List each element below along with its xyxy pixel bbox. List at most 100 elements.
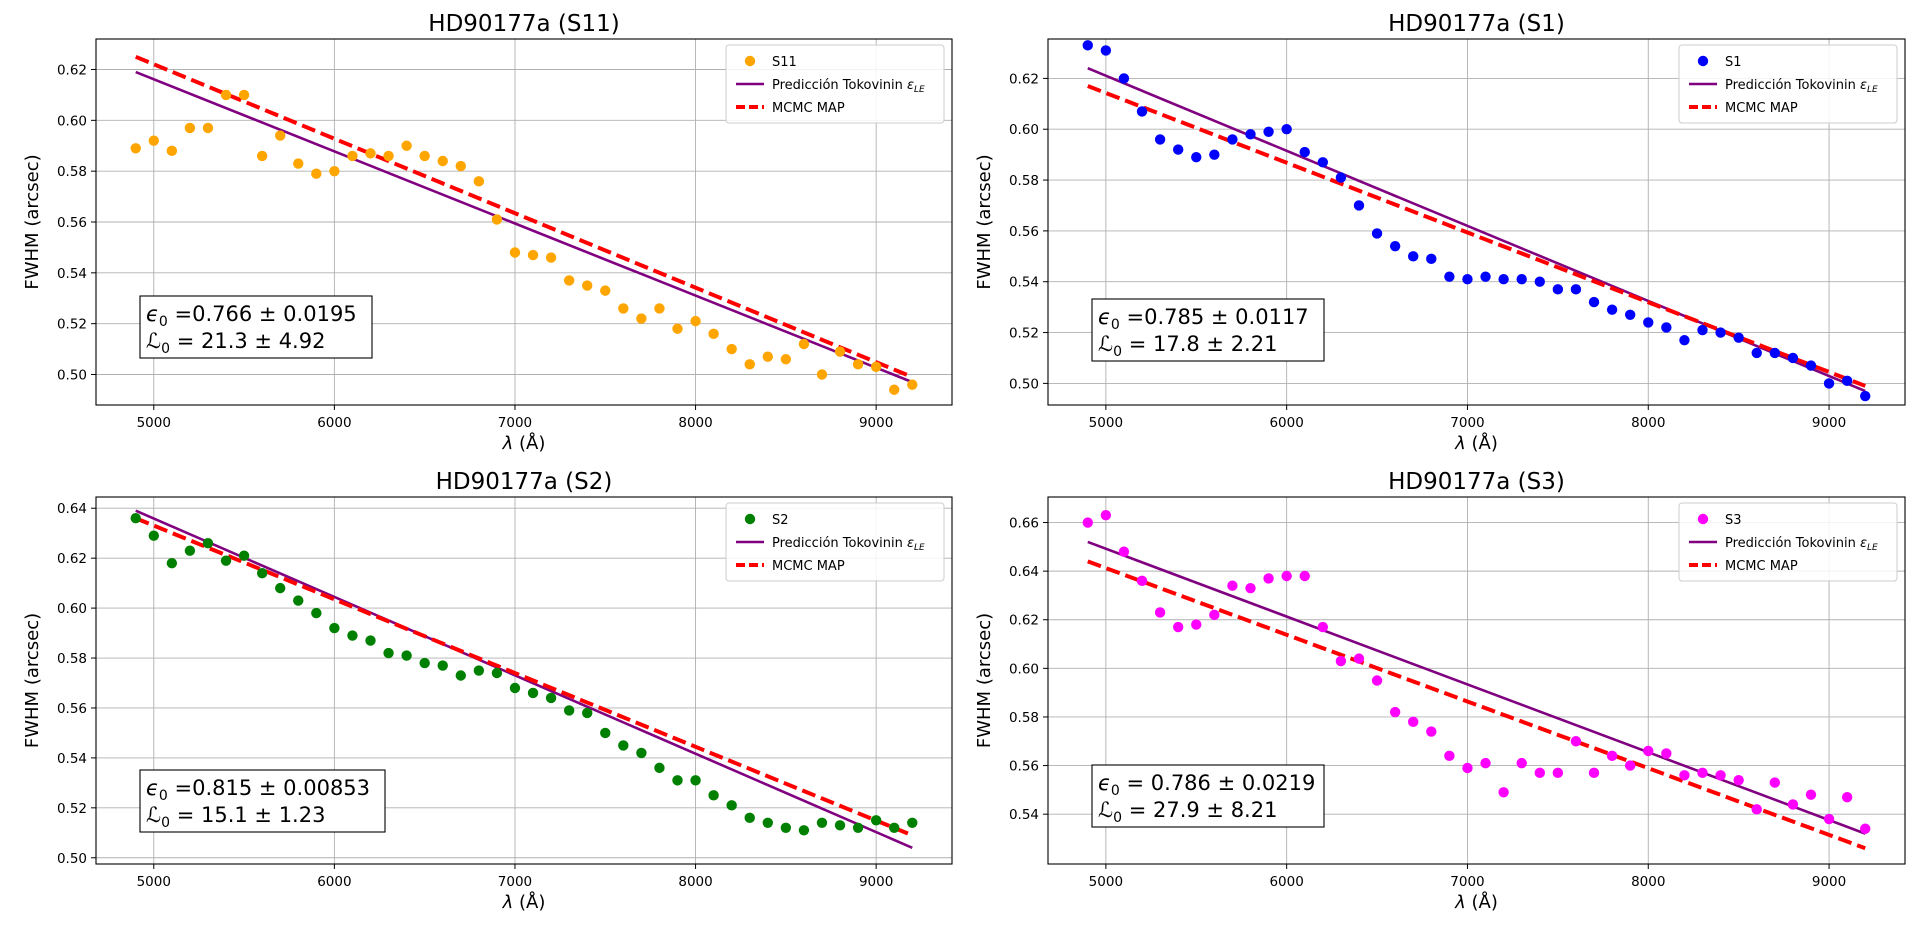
data-point [1534, 276, 1545, 287]
x-tick-label: 9000 [859, 415, 893, 431]
x-axis-label: λ (Å) [502, 432, 546, 454]
data-point [1480, 757, 1491, 769]
data-point [1733, 332, 1744, 343]
data-point [1498, 787, 1509, 798]
data-point [1787, 352, 1799, 364]
y-tick-label: 0.64 [1009, 564, 1039, 580]
annotation-outer-scale: ℒ0 = 27.9 ± 8.21 [1098, 798, 1277, 826]
y-tick-label: 0.50 [57, 851, 87, 867]
data-point [1299, 570, 1310, 582]
legend-label-model: Predicción Tokovinin εLE [772, 78, 925, 95]
data-point [329, 165, 340, 177]
data-point [148, 135, 159, 146]
data-point [166, 557, 178, 569]
data-point [582, 280, 593, 291]
data-point [220, 555, 232, 566]
data-point [744, 359, 755, 370]
data-point [708, 790, 719, 801]
data-point [1317, 157, 1329, 168]
legend-marker-points [744, 55, 756, 67]
y-tick-label: 0.60 [1009, 661, 1039, 677]
annotation-epsilon: ϵ0 =0.766 ± 0.0195 [146, 302, 357, 330]
data-point [1444, 271, 1455, 282]
x-tick-label: 5000 [137, 415, 171, 431]
data-point [744, 812, 755, 824]
legend: S11 Predicción Tokovinin εLE MCMC MAP [725, 44, 945, 124]
data-point [148, 530, 159, 541]
data-point [202, 122, 214, 134]
legend-label-mcmc: MCMC MAP [1725, 559, 1798, 574]
data-point [654, 762, 665, 774]
y-tick-label: 0.58 [1009, 710, 1039, 726]
data-point [1841, 791, 1853, 803]
data-point [816, 817, 828, 829]
data-point [1480, 271, 1491, 282]
data-point [798, 825, 810, 836]
data-point [437, 155, 448, 167]
chart-panel-1: 5000 6000 7000 8000 9000 0.50 0.52 0.54 0.56 0.58… [22, 11, 953, 454]
y-tick-label: 0.50 [1009, 376, 1039, 392]
y-tick-label: 0.54 [1009, 275, 1039, 291]
data-point [347, 630, 358, 641]
data-point [202, 537, 214, 549]
data-point [527, 687, 539, 699]
y-tick-label: 0.62 [57, 63, 87, 79]
data-point [1516, 757, 1527, 769]
annotation-box [1091, 298, 1325, 362]
x-tick-label: 7000 [1450, 415, 1484, 431]
data-point [383, 647, 394, 659]
annotation-epsilon: ϵ0 =0.785 ± 0.0117 [1098, 305, 1309, 333]
legend-label-points: S3 [1725, 513, 1742, 528]
data-point [1715, 770, 1726, 781]
y-tick-label: 0.58 [57, 651, 87, 667]
data-point [1191, 151, 1202, 163]
y-tick-label: 0.58 [57, 164, 87, 180]
data-point [238, 89, 250, 101]
legend-box [725, 44, 945, 124]
data-point [527, 249, 539, 261]
x-tick-label: 7000 [1450, 874, 1484, 890]
x-tick-label: 7000 [498, 415, 532, 431]
data-point [1570, 284, 1582, 295]
chart-title: HD90177a (S2) [436, 469, 613, 495]
data-point [184, 545, 196, 556]
y-tick-label: 0.62 [1009, 71, 1039, 87]
x-tick-label: 6000 [317, 874, 351, 890]
data-point [473, 665, 485, 676]
data-point [1534, 767, 1545, 779]
legend-marker-points [1697, 513, 1709, 525]
x-tick-label: 8000 [678, 415, 712, 431]
data-point [1118, 546, 1130, 557]
legend-label-points: S2 [772, 513, 789, 528]
legend-label-mcmc: MCMC MAP [772, 559, 845, 574]
tokovinin-prediction-line [135, 70, 913, 384]
data-point [275, 582, 286, 594]
data-point [1408, 251, 1419, 262]
data-point [1823, 813, 1835, 825]
legend-label-mcmc: MCMC MAP [1725, 101, 1798, 116]
legend-label-points: S1 [1725, 55, 1742, 70]
legend-marker-points [744, 513, 756, 525]
legend-label-model: Predicción Tokovinin εLE [1725, 536, 1878, 553]
data-point [582, 707, 593, 719]
data-point [166, 145, 178, 157]
data-point [311, 168, 322, 179]
data-point [1082, 40, 1093, 51]
y-tick-label: 0.54 [57, 751, 87, 767]
data-point [726, 800, 737, 811]
legend: S1 Predicción Tokovinin εLE MCMC MAP [1678, 44, 1898, 124]
data-point [762, 351, 773, 362]
plot-frame [1047, 38, 1906, 406]
data-point [1552, 284, 1564, 295]
x-tick-label: 6000 [317, 415, 351, 431]
data-point [907, 379, 918, 390]
chart-title: HD90177a (S3) [1388, 469, 1565, 495]
y-tick-label: 0.58 [1009, 173, 1039, 189]
data-point [1263, 573, 1274, 584]
data-point [311, 607, 322, 619]
data-point [618, 303, 629, 314]
data-point [1371, 228, 1383, 239]
data-point [473, 176, 485, 187]
data-point [1860, 390, 1871, 402]
